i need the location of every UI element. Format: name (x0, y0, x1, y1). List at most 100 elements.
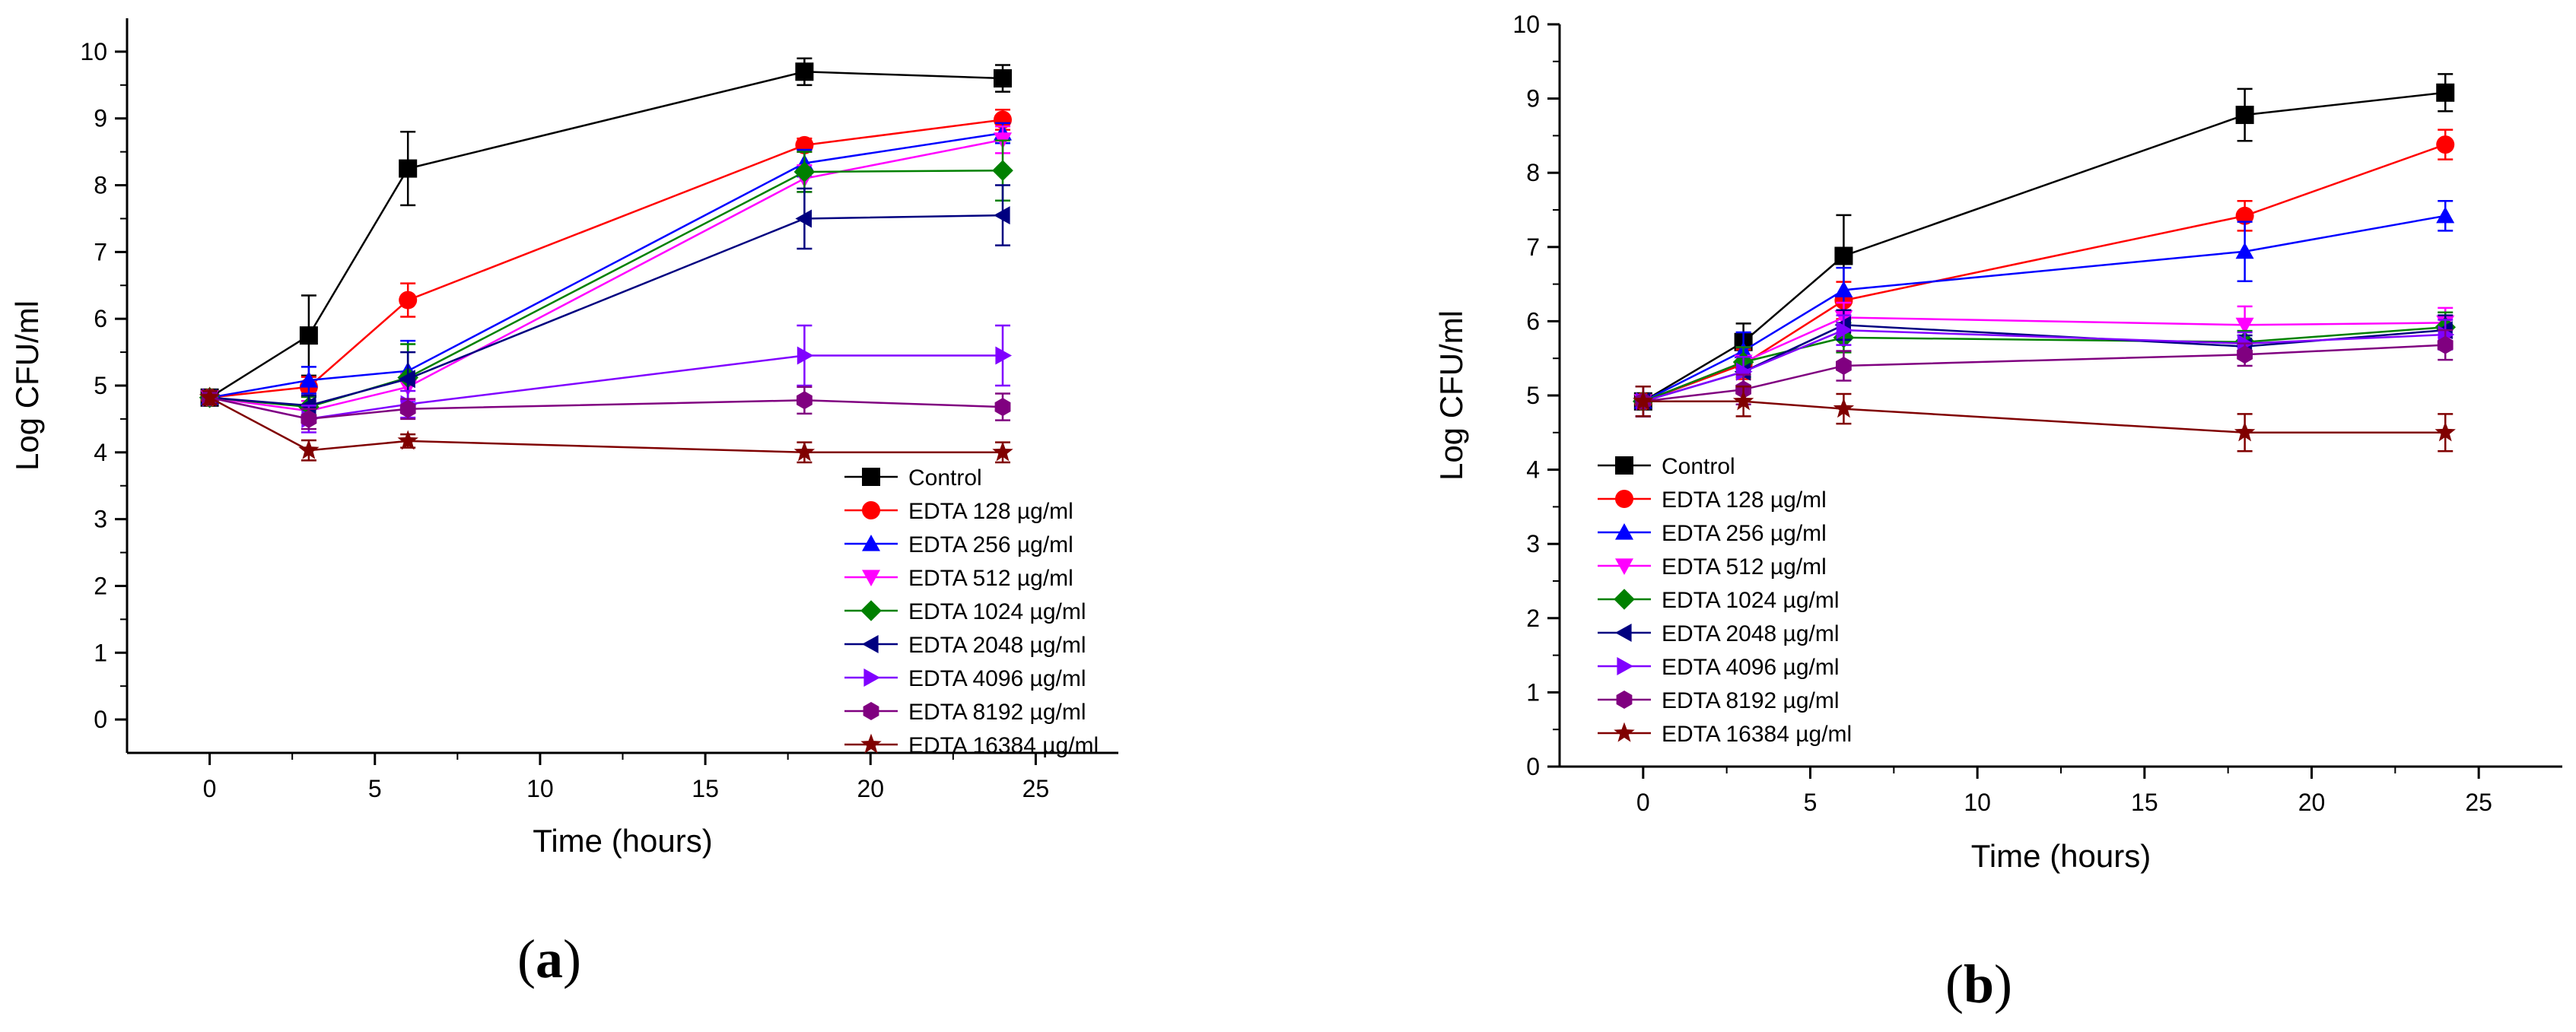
legend-entry: EDTA 512 µg/ml (844, 566, 1073, 591)
y-tick-label: 8 (1526, 159, 1540, 186)
data-point (399, 159, 418, 178)
legend-entry: EDTA 256 µg/ml (1598, 521, 1827, 546)
legend-entry: EDTA 512 µg/ml (1598, 554, 1827, 580)
data-point (793, 161, 816, 183)
y-tick-label: 9 (1526, 85, 1540, 113)
legend-label: EDTA 2048 µg/ml (1662, 621, 1840, 646)
x-axis-title: Time (hours) (533, 823, 712, 859)
legend-label: Control (908, 465, 982, 491)
y-tick-label: 6 (1526, 307, 1540, 335)
legend-entry: Control (1598, 454, 1735, 479)
legend-label: EDTA 256 µg/ml (1662, 521, 1827, 546)
y-tick-label: 5 (94, 372, 107, 399)
data-point (399, 370, 415, 389)
series-edta-16384-g-ml (199, 386, 1013, 464)
legend-marker (1616, 691, 1633, 709)
panel-a-chart: 0 5 10 15 20 25 0 1 2 3 4 5 6 7 8 9 10 Time (hours) Log CF… (9, 18, 1118, 989)
legend-entry: EDTA 2048 µg/ml (1598, 621, 1840, 646)
legend-label: Control (1662, 454, 1735, 479)
data-point (299, 326, 318, 345)
data-point (399, 291, 418, 310)
series-edta-16384-g-ml (1633, 386, 2456, 452)
legend-marker (1614, 589, 1635, 610)
x-tick-label: 0 (203, 775, 217, 802)
data-point (1732, 390, 1754, 411)
data-point (993, 110, 1012, 129)
legend-entry: EDTA 128 µg/ml (1598, 487, 1827, 513)
data-point (301, 409, 317, 428)
data-point (2436, 135, 2455, 154)
legend-marker (863, 668, 880, 687)
legend-entry: EDTA 8192 µg/ml (844, 700, 1086, 725)
series-control (200, 57, 1012, 407)
legend-entry: EDTA 8192 µg/ml (1598, 688, 1840, 713)
legend-marker (1615, 456, 1633, 475)
legend-label: EDTA 4096 µg/ml (908, 666, 1086, 691)
data-point (2436, 206, 2455, 224)
data-point (994, 206, 1010, 225)
legend-entry: EDTA 16384 µg/ml (1598, 722, 1852, 747)
data-point (793, 441, 816, 462)
legend-label: EDTA 512 µg/ml (908, 566, 1073, 591)
x-tick-label: 15 (2131, 789, 2158, 816)
legend-entry: Control (844, 465, 982, 491)
panel-label: (b) (1945, 954, 2012, 1015)
y-tick-label: 10 (1512, 11, 1540, 38)
data-point (1633, 390, 1654, 411)
y-tick-label: 4 (1526, 456, 1540, 484)
y-tick-label: 7 (1526, 233, 1540, 261)
data-point (1736, 362, 1753, 381)
legend-label: EDTA 1024 µg/ml (908, 599, 1086, 624)
data-point (2235, 206, 2254, 225)
y-tick-label: 3 (1526, 530, 1540, 557)
legend-label: EDTA 256 µg/ml (908, 532, 1073, 557)
data-point (797, 391, 813, 410)
data-point (995, 346, 1012, 365)
legend-entry: EDTA 4096 µg/ml (1598, 655, 1840, 680)
data-point (1834, 281, 1853, 297)
legend-entry: EDTA 4096 µg/ml (844, 666, 1086, 691)
data-point (795, 62, 814, 81)
data-point (1836, 321, 1853, 340)
y-tick-label: 0 (94, 706, 107, 733)
y-tick-label: 0 (1526, 753, 1540, 780)
x-tick-label: 0 (1636, 789, 1650, 816)
legend-marker (862, 635, 879, 653)
legend-marker (862, 501, 880, 519)
legend-label: EDTA 128 µg/ml (1662, 487, 1827, 513)
data-point (2237, 345, 2253, 364)
y-tick-label: 1 (94, 639, 107, 666)
y-tick-label: 5 (1526, 382, 1540, 409)
data-point (399, 399, 416, 418)
y-tick-label: 9 (94, 105, 107, 132)
legend-label: EDTA 1024 µg/ml (1662, 588, 1840, 613)
data-point (2436, 83, 2455, 102)
x-axis-title: Time (hours) (1971, 838, 2151, 874)
data-point (199, 386, 221, 407)
legend-marker (860, 600, 882, 621)
legend-label: EDTA 128 µg/ml (908, 499, 1073, 524)
legend-label: EDTA 16384 µg/ml (1662, 722, 1852, 747)
legend-label: EDTA 8192 µg/ml (1662, 688, 1840, 713)
y-tick-label: 2 (94, 572, 107, 599)
legend-marker (863, 702, 879, 720)
x-tick-label: 15 (692, 775, 719, 802)
data-point (299, 371, 318, 388)
y-axis-title: Log CFU/ml (9, 300, 45, 471)
data-point (2434, 421, 2456, 442)
y-tick-label: 1 (1526, 678, 1540, 706)
y-tick-label: 3 (94, 506, 107, 533)
data-point (298, 439, 320, 459)
data-point (2234, 421, 2256, 442)
panel-b-chart: 0 5 10 15 20 25 0 1 2 3 4 5 6 7 8 9 10 Time (hours) Log CF… (1433, 11, 2562, 1015)
legend-entry: EDTA 256 µg/ml (844, 532, 1073, 557)
y-tick-label: 2 (1526, 605, 1540, 632)
data-point (1836, 357, 1852, 375)
data-point (397, 430, 418, 450)
x-tick-label: 25 (1022, 775, 1050, 802)
panel-label: (a) (517, 929, 581, 989)
x-tick-label: 20 (857, 775, 884, 802)
data-point (993, 69, 1012, 88)
y-tick-label: 6 (94, 305, 107, 332)
